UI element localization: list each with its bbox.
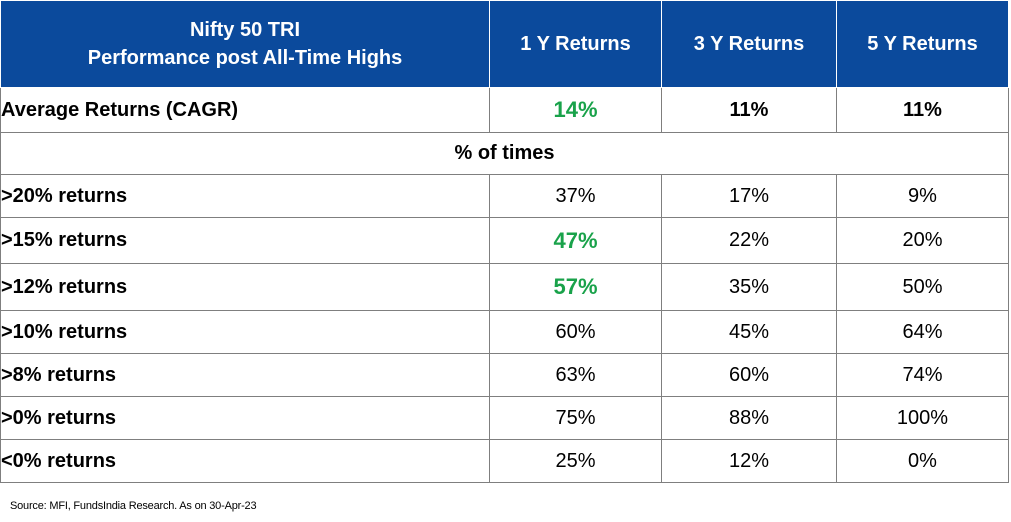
row-value-1y: 25%: [489, 439, 662, 483]
table-title-line2: Performance post All-Time Highs: [87, 47, 403, 69]
table-row: >0% returns 75% 88% 100%: [0, 396, 1009, 440]
returns-table: Nifty 50 TRI Performance post All-Time H…: [0, 0, 1009, 483]
average-returns-1y: 14%: [489, 87, 662, 133]
row-label: >12% returns: [0, 263, 490, 311]
source-note: Source: MFI, FundsIndia Research. As on …: [10, 500, 257, 512]
row-value-5y: 20%: [836, 217, 1009, 264]
row-label: <0% returns: [0, 439, 490, 483]
row-value-3y: 35%: [661, 263, 837, 311]
table-row: >12% returns 57% 35% 50%: [0, 263, 1009, 311]
row-value-3y: 22%: [661, 217, 837, 264]
row-value-5y: 9%: [836, 174, 1009, 218]
column-header-5y: 5 Y Returns: [836, 0, 1009, 88]
table-row: >10% returns 60% 45% 64%: [0, 310, 1009, 354]
column-header-1y: 1 Y Returns: [489, 0, 662, 88]
table-row: <0% returns 25% 12% 0%: [0, 439, 1009, 483]
row-value-5y: 50%: [836, 263, 1009, 311]
section-label: % of times: [0, 132, 1009, 175]
average-returns-label: Average Returns (CAGR): [0, 87, 490, 133]
table-row: >20% returns 37% 17% 9%: [0, 174, 1009, 218]
average-returns-3y: 11%: [661, 87, 837, 133]
row-value-3y: 45%: [661, 310, 837, 354]
table-row: >8% returns 63% 60% 74%: [0, 353, 1009, 397]
row-value-1y: 75%: [489, 396, 662, 440]
table-title: Nifty 50 TRI Performance post All-Time H…: [0, 0, 490, 88]
row-label: >15% returns: [0, 217, 490, 264]
row-label: >0% returns: [0, 396, 490, 440]
row-label: >8% returns: [0, 353, 490, 397]
average-returns-row: Average Returns (CAGR) 14% 11% 11%: [0, 87, 1009, 133]
table-row: >15% returns 47% 22% 20%: [0, 217, 1009, 264]
row-value-3y: 88%: [661, 396, 837, 440]
row-value-1y: 57%: [489, 263, 662, 311]
row-value-3y: 12%: [661, 439, 837, 483]
row-value-5y: 64%: [836, 310, 1009, 354]
row-value-5y: 100%: [836, 396, 1009, 440]
row-value-1y: 63%: [489, 353, 662, 397]
row-value-3y: 17%: [661, 174, 837, 218]
column-header-3y: 3 Y Returns: [661, 0, 837, 88]
row-value-5y: 0%: [836, 439, 1009, 483]
row-value-5y: 74%: [836, 353, 1009, 397]
row-label: >20% returns: [0, 174, 490, 218]
row-value-1y: 37%: [489, 174, 662, 218]
row-value-3y: 60%: [661, 353, 837, 397]
header-row: Nifty 50 TRI Performance post All-Time H…: [0, 0, 1009, 88]
row-value-1y: 60%: [489, 310, 662, 354]
average-returns-5y: 11%: [836, 87, 1009, 133]
table-title-line1: Nifty 50 TRI: [189, 19, 301, 41]
row-label: >10% returns: [0, 310, 490, 354]
row-value-1y: 47%: [489, 217, 662, 264]
section-row: % of times: [0, 132, 1009, 175]
